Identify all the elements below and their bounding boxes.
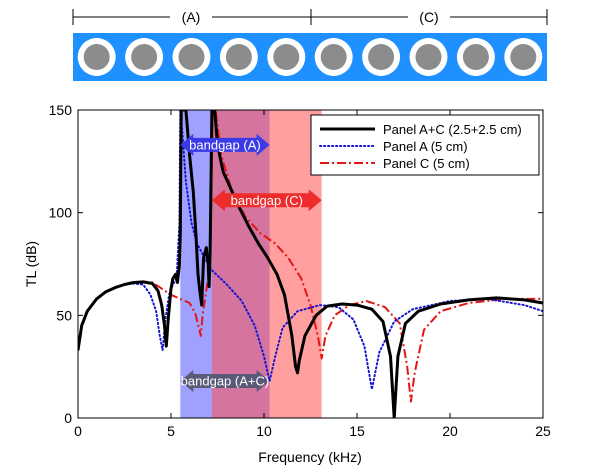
inclusion [362, 38, 401, 76]
inclusion [314, 38, 353, 76]
y-axis-label: TL (dB) [23, 241, 39, 287]
legend-label-C: Panel C (5 cm) [383, 156, 470, 171]
y-tick-label: 50 [56, 307, 72, 323]
inclusion-notch [94, 70, 99, 76]
x-tick-label: 20 [442, 423, 458, 439]
bandgap-C-region [211, 110, 322, 418]
bandgap-regions [180, 110, 322, 418]
bandgap-A-arrow: bandgap (A) [180, 133, 270, 156]
inclusion-notch [189, 38, 194, 44]
inclusion-notch [426, 38, 431, 44]
inclusion-notch [473, 70, 478, 76]
inclusion-core [178, 44, 205, 70]
panel-diagram: (A) (C) [72, 8, 548, 81]
inclusion-notch [521, 70, 526, 76]
inclusion [125, 38, 164, 76]
inclusion [456, 38, 495, 76]
legend: Panel A+C (2.5+2.5 cm) Panel A (5 cm) Pa… [310, 114, 540, 176]
panel-label-C: (C) [419, 9, 438, 25]
inclusion-core [273, 44, 300, 70]
x-tick-label: 5 [167, 423, 175, 439]
inclusion-notch [379, 38, 384, 44]
inclusion-core [83, 44, 110, 70]
bandgap-C-arrow-shape [211, 189, 322, 212]
legend-label-A: Panel A (5 cm) [383, 139, 468, 154]
inclusion-notch [521, 38, 526, 44]
inclusion [172, 38, 211, 76]
x-tick-label: 10 [256, 423, 272, 439]
inclusion-notch [284, 38, 289, 44]
bandgap-A-arrow-shape [180, 133, 270, 156]
series-panel-AC [78, 110, 543, 418]
inclusion-notch [142, 70, 147, 76]
inclusion-notch [426, 70, 431, 76]
inclusion [409, 38, 448, 76]
inclusion [504, 38, 543, 76]
inclusion-notch [284, 70, 289, 76]
inclusion-core [510, 44, 537, 70]
inclusion-core [320, 44, 347, 70]
bandgap-A-label: bandgap (A) [189, 137, 261, 152]
inclusion [77, 38, 116, 76]
bandgap-C-label: bandgap (C) [231, 193, 303, 208]
inclusions [77, 38, 543, 76]
bandgap-C-arrow: bandgap (C) [211, 189, 322, 212]
inclusion-notch [379, 70, 384, 76]
inclusion-notch [473, 38, 478, 44]
bandgap-AC-arrow: bandgap (A+C) [180, 370, 270, 392]
legend-label-AC: Panel A+C (2.5+2.5 cm) [383, 122, 522, 137]
inclusion-core [368, 44, 395, 70]
series-layer [78, 110, 543, 418]
y-tick-label: 0 [64, 410, 72, 426]
panel-label-A: (A) [182, 9, 201, 25]
inclusion-core [225, 44, 252, 70]
inclusion-core [462, 44, 489, 70]
y-tick-label: 100 [49, 205, 73, 221]
inclusion-notch [189, 70, 194, 76]
inclusion [219, 38, 258, 76]
bandgap-AC-arrow-shape [180, 370, 270, 392]
bandgap-AC-label: bandgap (A+C) [181, 374, 270, 389]
inclusion-core [415, 44, 442, 70]
inclusion [267, 38, 306, 76]
inclusion-notch [331, 70, 336, 76]
inclusion-notch [236, 70, 241, 76]
label-A-bg [170, 8, 212, 26]
inclusion-core [131, 44, 158, 70]
x-tick-label: 0 [74, 423, 82, 439]
x-axis-label: Frequency (kHz) [258, 449, 361, 465]
inclusion-notch [142, 38, 147, 44]
y-tick-label: 150 [49, 102, 73, 118]
inclusion-notch [94, 38, 99, 44]
plot-frame [77, 109, 544, 419]
bandgap-arrows: bandgap (A) bandgap (C) bandgap (A+C) [180, 133, 322, 392]
series-panel-C [78, 110, 543, 403]
inclusion-notch [331, 38, 336, 44]
inclusion-notch [236, 38, 241, 44]
x-tick-label: 25 [535, 423, 551, 439]
x-tick-label: 15 [349, 423, 365, 439]
label-C-bg [408, 8, 450, 26]
